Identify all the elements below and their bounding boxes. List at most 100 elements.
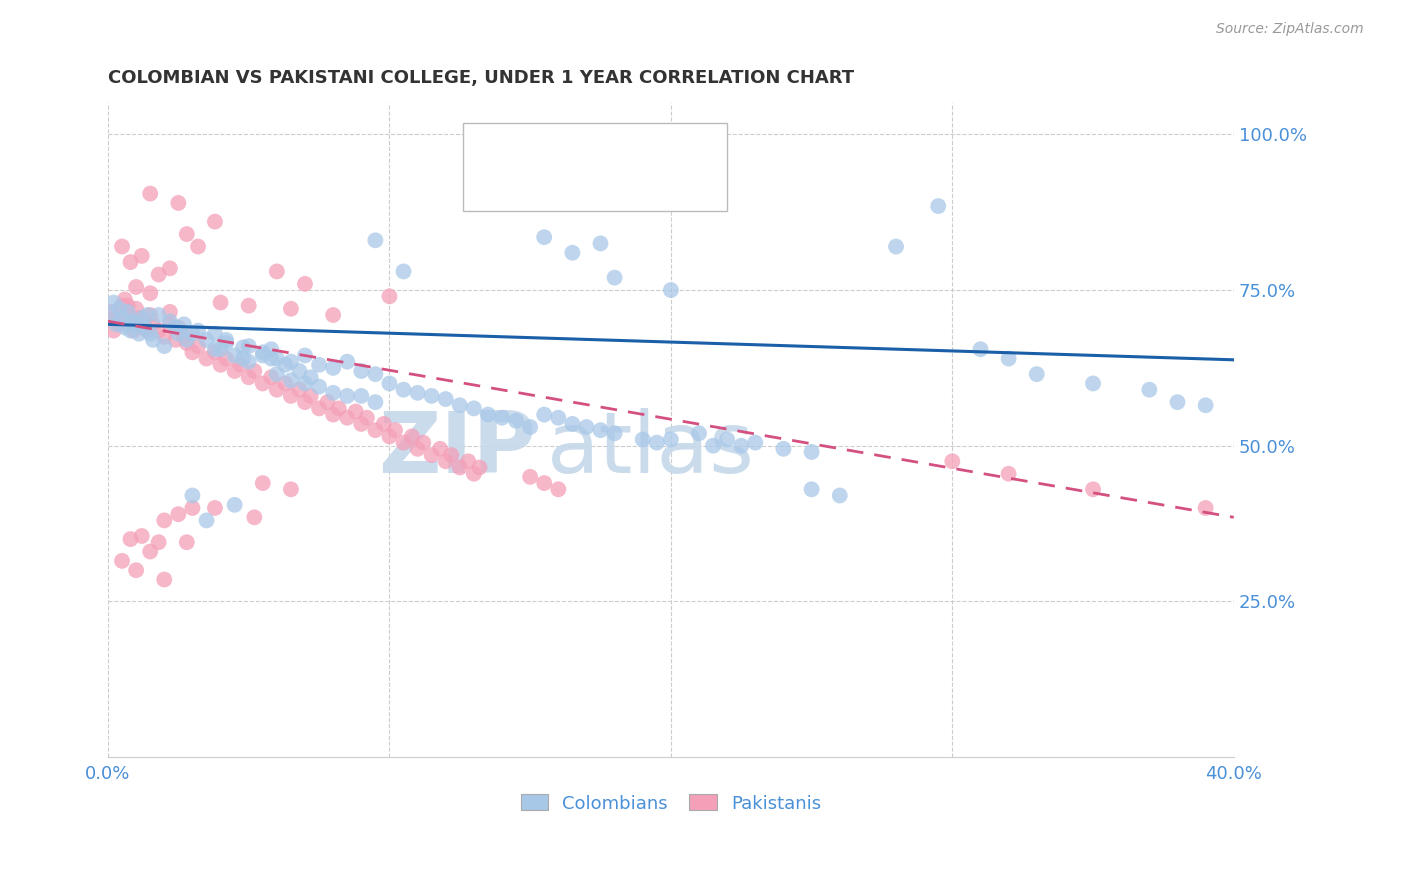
Point [299,370,322,384]
Point [148,535,170,549]
Point [131,529,153,543]
Point [589,423,612,437]
Point [238,339,260,353]
Point [105,311,128,326]
Point [252,345,274,359]
Point [800,483,823,497]
Point [204,500,226,515]
Point [167,196,190,211]
Point [336,410,359,425]
Point [392,383,415,397]
Point [108,301,131,316]
Point [280,354,302,368]
Text: Source: ZipAtlas.com: Source: ZipAtlas.com [1216,22,1364,37]
Point [260,370,283,384]
Point [105,318,128,332]
Point [120,255,142,269]
Point [364,423,387,437]
Point [238,370,260,384]
Point [165,333,187,347]
Point [142,318,165,332]
Point [108,318,131,332]
Point [373,417,395,431]
Point [103,324,125,338]
Point [209,343,232,357]
Point [142,333,165,347]
Point [519,470,541,484]
Point [120,532,142,546]
Point [1166,395,1188,409]
Point [238,354,260,368]
Point [378,429,401,443]
Point [167,326,190,341]
Point [128,311,150,326]
Point [224,348,246,362]
Point [533,476,555,491]
Point [114,293,136,307]
Point [167,320,190,334]
Point [274,358,297,372]
Point [364,233,387,247]
Text: atlas: atlas [547,409,755,491]
Point [505,414,527,428]
Point [299,389,322,403]
Point [215,336,238,351]
Point [111,239,134,253]
Point [533,230,555,244]
Point [356,410,378,425]
Point [204,343,226,357]
Point [1081,483,1104,497]
Point [176,227,198,241]
Point [322,408,344,422]
Point [159,314,181,328]
Point [800,445,823,459]
Point [176,535,198,549]
Point [468,460,491,475]
Point [195,351,218,366]
Point [434,454,457,468]
Point [153,330,176,344]
Point [260,343,283,357]
Text: COLOMBIAN VS PAKISTANI COLLEGE, UNDER 1 YEAR CORRELATION CHART: COLOMBIAN VS PAKISTANI COLLEGE, UNDER 1 … [108,69,853,87]
Point [440,448,463,462]
Point [195,513,218,527]
Point [117,299,139,313]
Point [134,314,156,328]
Point [209,295,232,310]
Point [252,476,274,491]
Point [547,483,569,497]
Point [659,433,682,447]
Point [434,392,457,406]
Point [772,442,794,456]
Point [378,289,401,303]
Point [294,348,316,362]
Point [122,314,145,328]
Point [204,214,226,228]
Point [125,301,148,316]
Point [280,483,302,497]
Point [114,320,136,334]
Point [336,389,359,403]
Point [477,408,499,422]
Point [187,339,209,353]
Point [181,489,204,503]
Point [139,308,162,322]
Point [997,351,1019,366]
Point [153,573,176,587]
Point [111,554,134,568]
Point [173,330,195,344]
Point [420,389,443,403]
Point [744,435,766,450]
Point [884,239,907,253]
Point [159,305,181,319]
Point [1137,383,1160,397]
Point [463,401,485,416]
Legend: Colombians, Pakistanis: Colombians, Pakistanis [513,787,828,820]
Point [187,239,209,253]
Point [120,324,142,338]
Point [204,326,226,341]
Point [181,500,204,515]
Point [125,563,148,577]
Point [176,336,198,351]
Point [294,395,316,409]
